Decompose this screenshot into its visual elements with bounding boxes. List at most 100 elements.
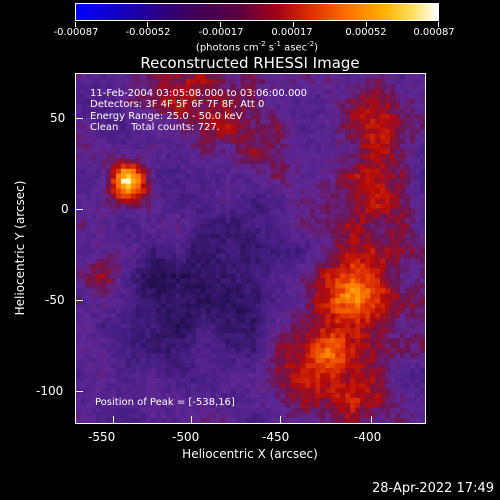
heatmap-pixel (115, 333, 122, 339)
heatmap-pixel (255, 143, 261, 150)
heatmap-pixel (100, 378, 107, 384)
heatmap-pixel (210, 278, 216, 284)
heatmap-pixel (415, 93, 421, 100)
heatmap-pixel (185, 393, 191, 399)
heatmap-pixel (80, 333, 87, 339)
heatmap-pixel (300, 343, 306, 349)
heatmap-pixel (350, 303, 356, 309)
heatmap-pixel (250, 333, 256, 339)
heatmap-pixel (255, 398, 261, 404)
heatmap-pixel (100, 253, 107, 259)
heatmap-pixel (190, 228, 196, 234)
heatmap-pixel (395, 233, 401, 239)
heatmap-pixel (355, 418, 361, 423)
heatmap-pixel (235, 118, 241, 125)
heatmap-pixel (305, 243, 311, 249)
heatmap-pixel (140, 338, 147, 344)
heatmap-pixel (120, 273, 127, 279)
heatmap-pixel (200, 228, 206, 234)
heatmap-pixel (125, 173, 132, 179)
heatmap-pixel (95, 333, 102, 339)
heatmap-pixel (225, 183, 231, 189)
heatmap-pixel (135, 358, 142, 364)
heatmap-pixel (280, 293, 286, 299)
heatmap-pixel (145, 213, 152, 219)
heatmap-pixel (410, 303, 416, 309)
heatmap-pixel (340, 288, 346, 294)
heatmap-pixel (150, 388, 157, 394)
heatmap-pixel (310, 193, 316, 199)
heatmap-pixel (235, 148, 241, 155)
heatmap-pixel (85, 198, 92, 204)
heatmap-pixel (205, 83, 211, 90)
heatmap-pixel (100, 228, 107, 234)
heatmap-pixel (185, 78, 191, 85)
heatmap-pixel (265, 133, 271, 140)
heatmap-pixel (220, 298, 226, 304)
heatmap-pixel (145, 298, 152, 304)
heatmap-pixel (345, 228, 351, 234)
heatmap-pixel (145, 223, 152, 229)
heatmap-pixel (250, 138, 256, 145)
heatmap-pixel (165, 333, 172, 339)
heatmap-pixel (245, 388, 251, 394)
heatmap-pixel (230, 303, 236, 309)
heatmap-pixel (400, 358, 406, 364)
heatmap-pixel (395, 313, 401, 319)
heatmap-pixel (240, 268, 246, 274)
heatmap-pixel (300, 288, 306, 294)
heatmap-pixel (110, 283, 117, 289)
heatmap-pixel (85, 413, 92, 419)
heatmap-pixel (365, 178, 371, 184)
heatmap-pixel (305, 153, 311, 160)
heatmap-pixel (150, 178, 157, 184)
heatmap-pixel (155, 393, 162, 399)
heatmap-pixel (170, 388, 177, 394)
heatmap-pixel (150, 123, 157, 130)
heatmap-pixel (255, 333, 261, 339)
heatmap-pixel (90, 233, 97, 239)
heatmap-pixel (260, 248, 266, 254)
heatmap-pixel (325, 248, 331, 254)
heatmap-pixel (420, 303, 425, 309)
heatmap-pixel (230, 178, 236, 184)
heatmap-pixel (370, 138, 376, 145)
heatmap-pixel (265, 218, 271, 224)
heatmap-pixel (325, 383, 331, 389)
heatmap-pixel (80, 198, 87, 204)
heatmap-pixel (100, 398, 107, 404)
heatmap-pixel (370, 268, 376, 274)
heatmap-pixel (235, 178, 241, 184)
heatmap-pixel (100, 218, 107, 224)
heatmap-pixel (365, 268, 371, 274)
heatmap-pixel (90, 403, 97, 409)
heatmap-pixel (375, 268, 381, 274)
heatmap-pixel (220, 363, 226, 369)
heatmap-pixel (220, 83, 226, 90)
heatmap-pixel (165, 98, 172, 105)
heatmap-pixel (345, 363, 351, 369)
heatmap-pixel (340, 313, 346, 319)
heatmap-pixel (155, 373, 162, 379)
colorbar (75, 3, 439, 21)
heatmap-pixel (380, 253, 386, 259)
heatmap-pixel (205, 298, 211, 304)
heatmap-pixel (415, 238, 421, 244)
heatmap-pixel (210, 373, 216, 379)
heatmap-pixel (165, 383, 172, 389)
heatmap-pixel (215, 248, 221, 254)
heatmap-pixel (110, 393, 117, 399)
heatmap-pixel (305, 78, 311, 85)
heatmap-pixel (330, 168, 336, 175)
heatmap-pixel (270, 113, 276, 120)
heatmap-pixel (100, 268, 107, 274)
heatmap-pixel (205, 118, 211, 125)
heatmap-pixel (215, 293, 221, 299)
heatmap-pixel (415, 133, 421, 140)
heatmap-pixel (400, 93, 406, 100)
heatmap-pixel (155, 363, 162, 369)
heatmap-pixel (235, 288, 241, 294)
heatmap-pixel (350, 283, 356, 289)
heatmap-pixel (290, 388, 296, 394)
heatmap-pixel (115, 158, 122, 165)
